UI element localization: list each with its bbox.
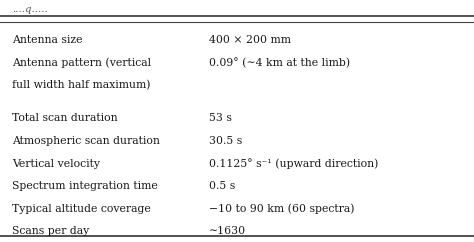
Text: Antenna size: Antenna size — [12, 35, 82, 45]
Text: 0.09° (∼4 km at the limb): 0.09° (∼4 km at the limb) — [209, 58, 350, 68]
Text: Atmospheric scan duration: Atmospheric scan duration — [12, 136, 160, 146]
Text: Vertical velocity: Vertical velocity — [12, 159, 100, 168]
Text: 30.5 s: 30.5 s — [209, 136, 242, 146]
Text: Spectrum integration time: Spectrum integration time — [12, 181, 157, 191]
Text: full width half maximum): full width half maximum) — [12, 80, 150, 91]
Text: 53 s: 53 s — [209, 113, 231, 123]
Text: Scans per day: Scans per day — [12, 226, 89, 236]
Text: 0.5 s: 0.5 s — [209, 181, 235, 191]
Text: ∼1630: ∼1630 — [209, 226, 246, 236]
Text: Total scan duration: Total scan duration — [12, 113, 118, 123]
Text: ....q.....: ....q..... — [12, 5, 47, 14]
Text: Antenna pattern (vertical: Antenna pattern (vertical — [12, 58, 151, 68]
Text: Typical altitude coverage: Typical altitude coverage — [12, 204, 151, 213]
Text: 400 × 200 mm: 400 × 200 mm — [209, 35, 291, 45]
Text: −10 to 90 km (60 spectra): −10 to 90 km (60 spectra) — [209, 204, 354, 214]
Text: 0.1125° s⁻¹ (upward direction): 0.1125° s⁻¹ (upward direction) — [209, 159, 378, 169]
